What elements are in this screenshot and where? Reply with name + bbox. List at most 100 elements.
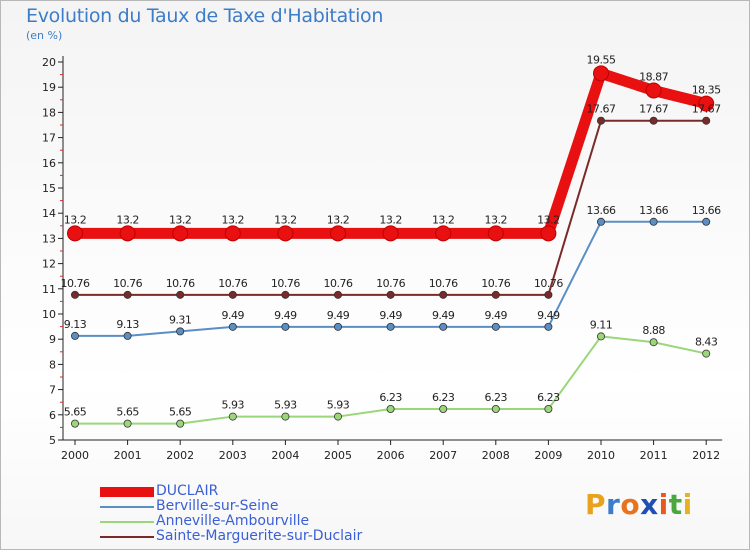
data-point [439, 322, 448, 331]
data-label: 8.88 [642, 324, 665, 337]
chart-unit-label: (en %) [26, 29, 63, 42]
data-label: 10.76 [61, 277, 90, 290]
logo-letter: t [668, 488, 683, 521]
data-point [333, 290, 342, 299]
legend-swatch [100, 521, 154, 523]
data-label: 10.76 [324, 277, 353, 290]
data-label: 9.31 [169, 313, 192, 326]
data-point [71, 419, 80, 428]
data-label: 13.2 [379, 213, 402, 226]
data-label: 6.23 [432, 391, 455, 404]
y-tick-label: 10 [42, 308, 56, 321]
data-point [123, 290, 132, 299]
x-tick-label: 2012 [692, 449, 720, 462]
data-point [702, 349, 711, 358]
data-label: 9.49 [379, 309, 402, 322]
data-point [228, 412, 237, 421]
data-point [71, 290, 80, 299]
data-label: 17.67 [639, 103, 668, 116]
data-point [649, 217, 658, 226]
data-point [277, 225, 294, 242]
data-point [228, 290, 237, 299]
data-point [544, 322, 553, 331]
data-label: 10.76 [429, 277, 458, 290]
data-point [224, 225, 241, 242]
legend-swatch [100, 487, 154, 497]
data-label: 13.2 [64, 213, 87, 226]
data-label: 13.66 [692, 204, 721, 217]
data-point [597, 116, 606, 125]
data-point [645, 82, 662, 99]
data-label: 9.49 [327, 309, 350, 322]
x-tick-label: 2009 [534, 449, 562, 462]
data-label: 13.2 [169, 213, 192, 226]
data-label: 18.87 [639, 70, 668, 83]
data-label: 13.2 [432, 213, 455, 226]
data-point [281, 412, 290, 421]
data-label: 5.65 [64, 406, 87, 419]
data-point [176, 327, 185, 336]
data-label: 13.66 [587, 204, 616, 217]
x-tick-label: 2002 [166, 449, 194, 462]
y-tick-label: 19 [42, 81, 56, 94]
data-point [702, 217, 711, 226]
data-point [123, 331, 132, 340]
y-tick-label: 7 [49, 384, 56, 397]
data-label: 9.49 [274, 309, 297, 322]
legend-label: Berville-sur-Seine [156, 498, 279, 514]
data-label: 8.43 [695, 336, 718, 349]
y-tick-label: 6 [49, 409, 56, 422]
data-label: 5.65 [116, 406, 139, 419]
data-point [172, 225, 189, 242]
data-point [491, 405, 500, 414]
x-tick-label: 2011 [640, 449, 668, 462]
data-label: 10.76 [218, 277, 247, 290]
x-tick-label: 2006 [377, 449, 405, 462]
data-label: 9.11 [590, 318, 613, 331]
data-point [386, 405, 395, 414]
data-point [491, 322, 500, 331]
data-point [176, 419, 185, 428]
data-point [333, 412, 342, 421]
data-label: 18.35 [692, 84, 721, 97]
data-label: 5.65 [169, 406, 192, 419]
data-label: 10.76 [481, 277, 510, 290]
data-point [176, 290, 185, 299]
data-label: 17.67 [692, 103, 721, 116]
logo-letter: x [640, 488, 659, 521]
data-point [123, 419, 132, 428]
data-point [487, 225, 504, 242]
y-tick-label: 5 [49, 434, 56, 447]
data-label: 9.13 [116, 318, 139, 331]
data-point [544, 405, 553, 414]
data-point [228, 322, 237, 331]
data-label: 9.49 [432, 309, 455, 322]
y-tick-label: 20 [42, 56, 56, 69]
x-tick-label: 2008 [482, 449, 510, 462]
data-point [593, 65, 609, 82]
data-label: 9.49 [222, 309, 245, 322]
y-tick-label: 12 [42, 258, 56, 271]
data-point [71, 331, 80, 340]
data-point [333, 322, 342, 331]
y-tick-label: 16 [42, 157, 56, 170]
x-tick-label: 2001 [114, 449, 142, 462]
data-label: 10.76 [376, 277, 405, 290]
logo-letter: i [682, 488, 693, 521]
data-label: 5.93 [222, 399, 245, 412]
legend-swatch [100, 506, 154, 508]
data-point [119, 225, 136, 242]
data-label: 6.23 [379, 391, 402, 404]
chart-title: Evolution du Taux de Taxe d'Habitation [26, 5, 384, 27]
data-point [439, 290, 448, 299]
data-label: 9.49 [485, 309, 508, 322]
data-label: 6.23 [537, 391, 560, 404]
x-tick-label: 2005 [324, 449, 352, 462]
y-tick-label: 18 [42, 106, 56, 119]
data-label: 13.2 [274, 213, 297, 226]
data-point [382, 225, 399, 242]
data-label: 10.76 [534, 277, 563, 290]
data-point [540, 225, 557, 242]
data-label: 13.2 [327, 213, 350, 226]
